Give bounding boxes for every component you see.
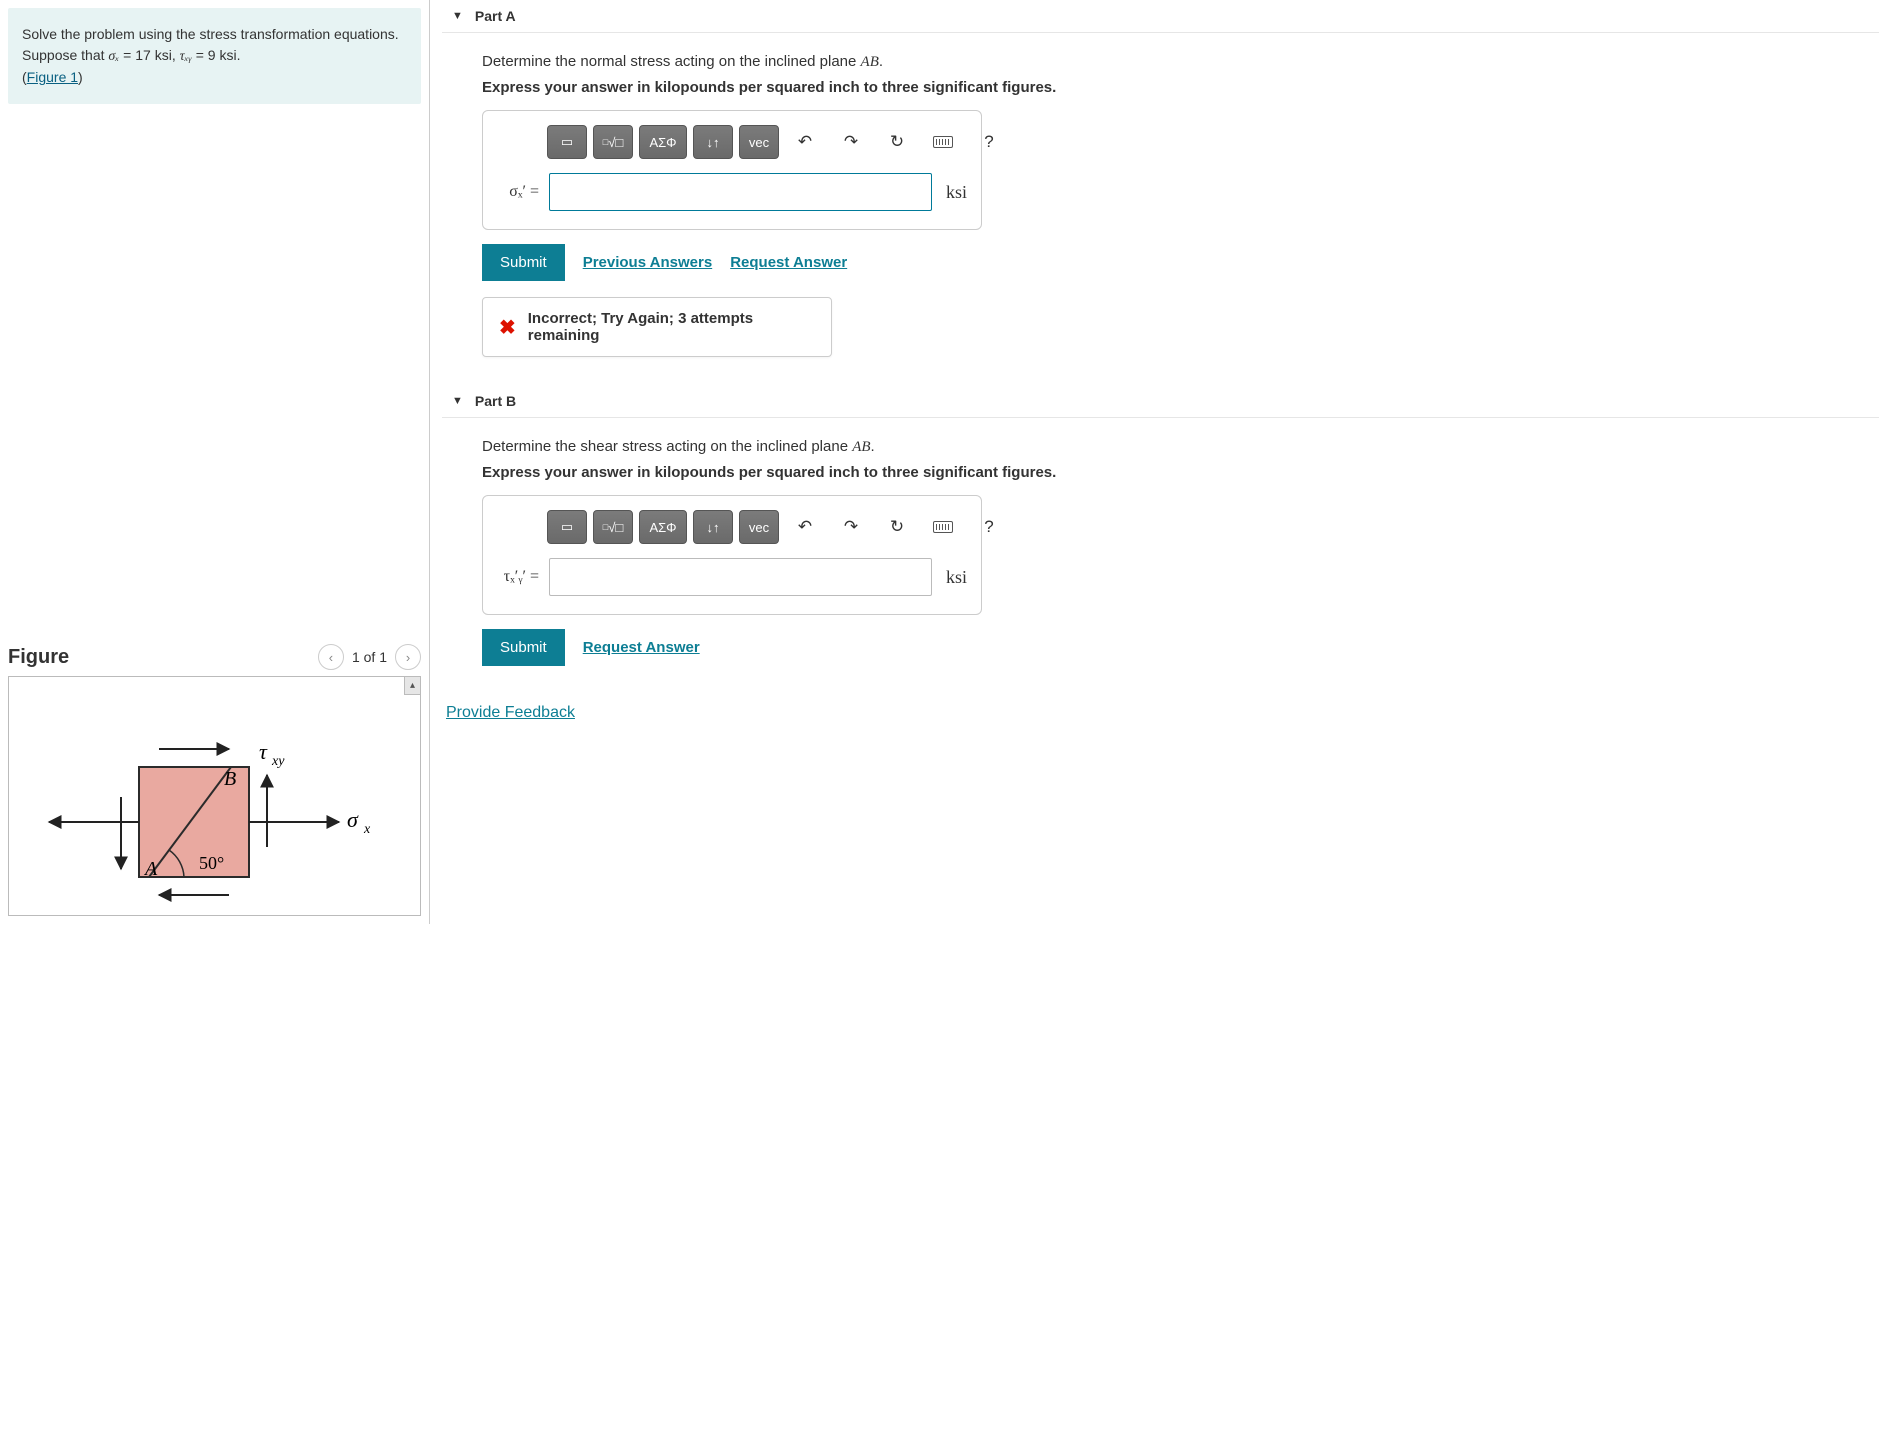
undo-icon[interactable]: ↶: [785, 510, 825, 544]
part-a-feedback: ✖ Incorrect; Try Again; 3 attempts remai…: [482, 297, 832, 357]
part-a-toolbar: ▭ □√□ ΑΣΦ ↓↑ vec ↶ ↷ ↻ ?: [547, 125, 967, 159]
part-b-instruction: Express your answer in kilopounds per sq…: [482, 464, 1839, 481]
part-a-header[interactable]: ▼ Part A: [442, 0, 1879, 33]
part-a-title: Part A: [475, 8, 516, 24]
part-a-answer-input[interactable]: [549, 173, 932, 211]
part-b-answer-box: ▭ □√□ ΑΣΦ ↓↑ vec ↶ ↷ ↻ ? τₓ′ᵧ′ = ksi: [482, 495, 982, 615]
right-panel: ▼ Part A Determine the normal stress act…: [430, 0, 1891, 924]
part-a-input-row: σₓ′ = ksi: [497, 173, 967, 211]
figure-link-row: (Figure 1): [22, 67, 407, 88]
point-a-label: A: [143, 858, 158, 880]
sigma-sub: x: [363, 822, 371, 837]
part-a-instruction: Express your answer in kilopounds per sq…: [482, 79, 1839, 96]
part-b-prompt: Determine the shear stress acting on the…: [482, 438, 1839, 456]
figure-counter: 1 of 1: [352, 649, 387, 665]
part-b-title: Part B: [475, 393, 516, 409]
incorrect-icon: ✖: [499, 315, 516, 340]
part-a-unit: ksi: [946, 182, 967, 203]
part-a-body: Determine the normal stress acting on th…: [442, 33, 1879, 377]
redo-icon[interactable]: ↷: [831, 510, 871, 544]
figure-title: Figure: [8, 646, 69, 669]
part-b-input-row: τₓ′ᵧ′ = ksi: [497, 558, 967, 596]
vec-icon[interactable]: vec: [739, 125, 779, 159]
greek-icon[interactable]: ΑΣΦ: [639, 510, 687, 544]
part-a-submit-row: Submit Previous Answers Request Answer: [482, 244, 1839, 281]
part-b-body: Determine the shear stress acting on the…: [442, 418, 1879, 686]
part-b-answer-input[interactable]: [549, 558, 932, 596]
collapse-icon: ▼: [452, 10, 463, 22]
figure-nav: ‹ 1 of 1 ›: [318, 644, 421, 670]
feedback-text: Incorrect; Try Again; 3 attempts remaini…: [528, 310, 815, 344]
angle-label: 50°: [199, 853, 224, 873]
part-b-answer-label: τₓ′ᵧ′ =: [497, 568, 539, 586]
part-b-unit: ksi: [946, 567, 967, 588]
part-a-request-answer-link[interactable]: Request Answer: [730, 254, 847, 271]
provide-feedback-link[interactable]: Provide Feedback: [446, 704, 575, 722]
fraction-root-icon[interactable]: □√□: [593, 125, 633, 159]
problem-line2: Suppose that σₓ = 17 ksi, τₓᵧ = 9 ksi.: [22, 45, 407, 67]
part-b-toolbar: ▭ □√□ ΑΣΦ ↓↑ vec ↶ ↷ ↻ ?: [547, 510, 967, 544]
part-b-request-answer-link[interactable]: Request Answer: [583, 639, 700, 656]
problem-line1: Solve the problem using the stress trans…: [22, 24, 407, 45]
figure-diagram: 50° B A σ x τ xy: [9, 677, 409, 907]
keyboard-icon[interactable]: [923, 510, 963, 544]
previous-answers-link[interactable]: Previous Answers: [583, 254, 713, 271]
figure-scroll-up[interactable]: ▴: [404, 677, 420, 695]
problem-statement: Solve the problem using the stress trans…: [8, 8, 421, 104]
help-icon[interactable]: ?: [969, 510, 1009, 544]
figure-panel: ▴ 50° B A σ x τ: [8, 676, 421, 916]
subscript-icon[interactable]: ↓↑: [693, 510, 733, 544]
tau-sub: xy: [271, 754, 285, 769]
part-b-header[interactable]: ▼ Part B: [442, 385, 1879, 418]
part-a-submit-button[interactable]: Submit: [482, 244, 565, 281]
part-a-prompt: Determine the normal stress acting on th…: [482, 53, 1839, 71]
template-icon[interactable]: ▭: [547, 510, 587, 544]
undo-icon[interactable]: ↶: [785, 125, 825, 159]
tau-label: τ: [259, 739, 268, 764]
template-icon[interactable]: ▭: [547, 125, 587, 159]
figure-header: Figure ‹ 1 of 1 ›: [8, 644, 421, 676]
collapse-icon: ▼: [452, 395, 463, 407]
fraction-root-icon[interactable]: □√□: [593, 510, 633, 544]
greek-icon[interactable]: ΑΣΦ: [639, 125, 687, 159]
reset-icon[interactable]: ↻: [877, 125, 917, 159]
figure-prev-button[interactable]: ‹: [318, 644, 344, 670]
vec-icon[interactable]: vec: [739, 510, 779, 544]
part-a-answer-box: ▭ □√□ ΑΣΦ ↓↑ vec ↶ ↷ ↻ ? σₓ′ = ksi: [482, 110, 982, 230]
part-b-submit-row: Submit Request Answer: [482, 629, 1839, 666]
reset-icon[interactable]: ↻: [877, 510, 917, 544]
subscript-icon[interactable]: ↓↑: [693, 125, 733, 159]
redo-icon[interactable]: ↷: [831, 125, 871, 159]
figure-link[interactable]: Figure 1: [27, 69, 78, 85]
left-panel: Solve the problem using the stress trans…: [0, 0, 430, 924]
point-b-label: B: [224, 768, 236, 790]
help-icon[interactable]: ?: [969, 125, 1009, 159]
figure-next-button[interactable]: ›: [395, 644, 421, 670]
keyboard-icon[interactable]: [923, 125, 963, 159]
part-a-answer-label: σₓ′ =: [497, 183, 539, 201]
part-b-submit-button[interactable]: Submit: [482, 629, 565, 666]
sigma-label: σ: [347, 807, 359, 832]
